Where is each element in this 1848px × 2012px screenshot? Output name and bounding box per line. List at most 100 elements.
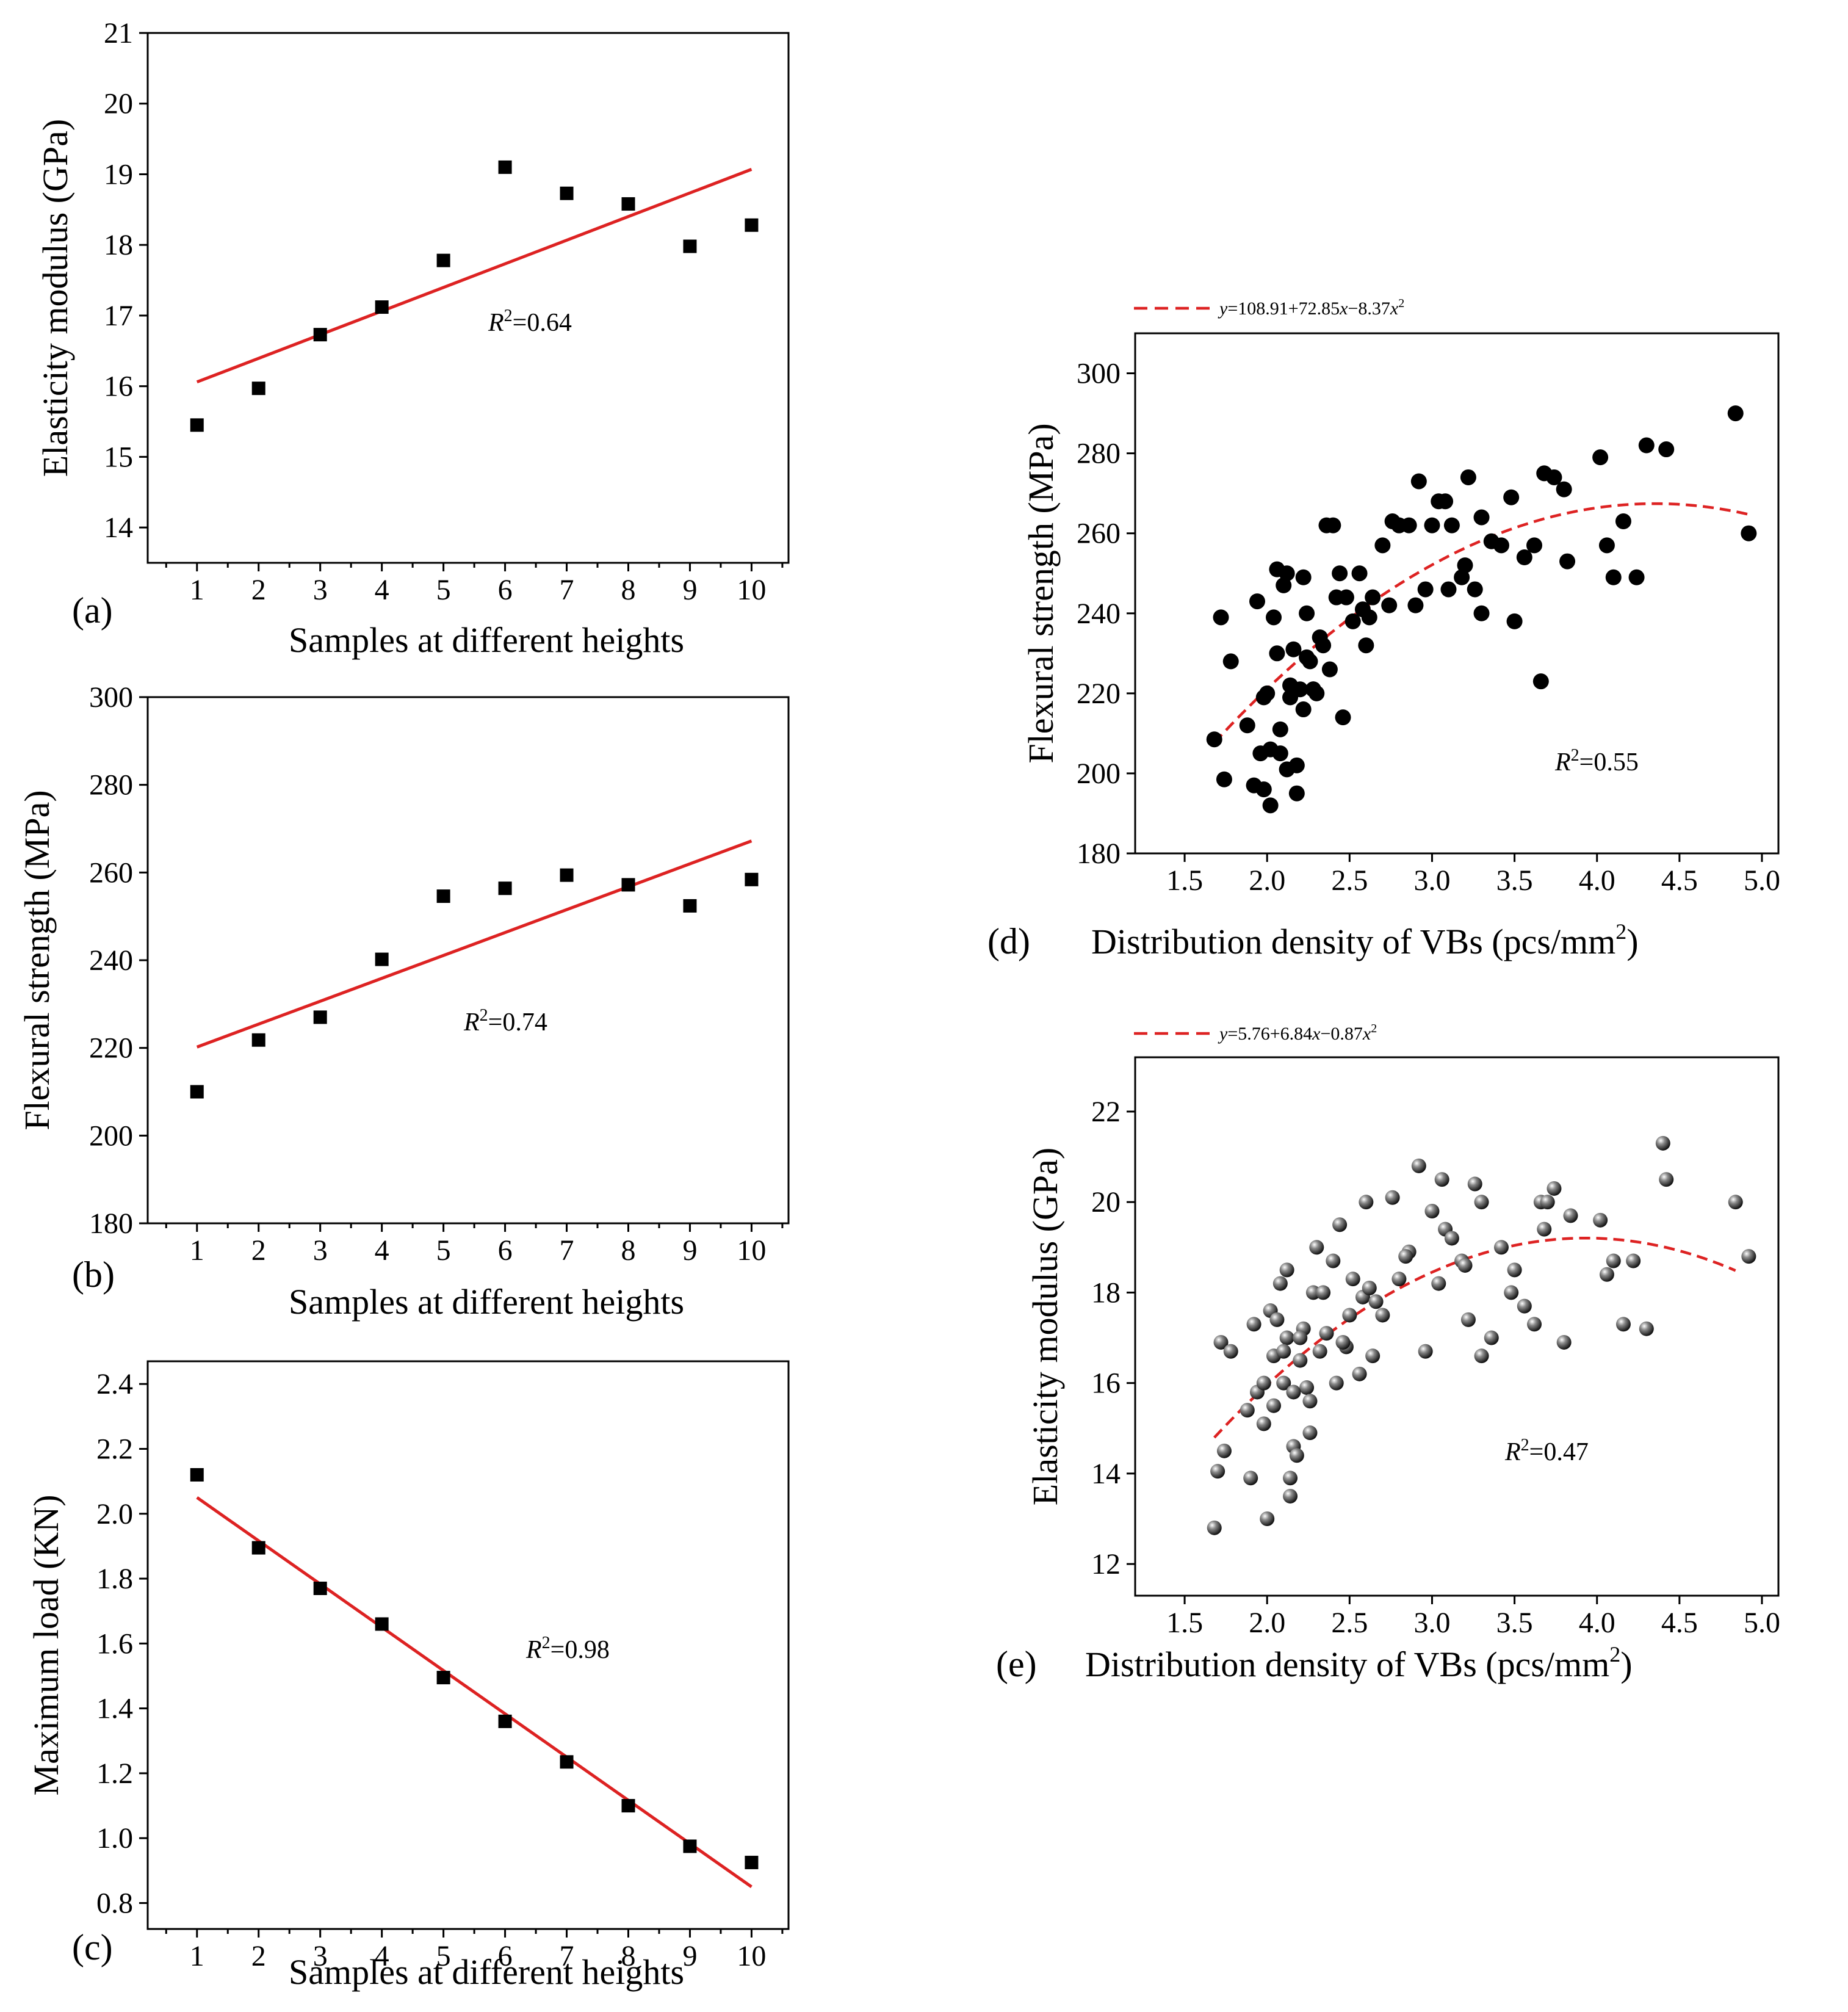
x-tick-label: 9: [682, 1940, 697, 1972]
data-point: [1605, 569, 1622, 585]
data-point: [1374, 537, 1391, 554]
data-point: [1467, 1176, 1482, 1192]
data-point: [498, 1714, 512, 1728]
data-point: [1316, 1285, 1331, 1300]
data-point: [1288, 785, 1305, 802]
data-point: [1467, 581, 1483, 598]
x-tick-label: 4.0: [1579, 1607, 1615, 1639]
y-tick-label: 20: [104, 88, 133, 120]
data-point: [1434, 1172, 1449, 1187]
data-point: [1222, 653, 1239, 670]
x-tick-label: 1: [190, 574, 204, 606]
panel-a: 1 2 3 4 5 6 7 8 9 10 14 15 16 17 18 19 20 21 Elasticity mo…: [35, 17, 790, 660]
data-point: [251, 1033, 265, 1047]
data-point: [1283, 1471, 1298, 1486]
data-point: [375, 1617, 389, 1631]
data-point: [1302, 1394, 1318, 1409]
y-tick-label: 300: [89, 681, 133, 714]
x-tick-label: 1: [190, 1940, 204, 1972]
y-tick-label: 16: [104, 371, 133, 403]
data-point: [621, 197, 635, 211]
data-point: [1249, 593, 1265, 610]
data-point: [1526, 537, 1543, 554]
data-point: [1473, 509, 1490, 526]
data-point: [1457, 557, 1473, 574]
data-point: [1288, 757, 1305, 773]
data-point: [1243, 1471, 1258, 1486]
y-axis-title: Flexural strength (MPa): [1021, 423, 1061, 763]
x-tick-label: 5: [436, 1234, 451, 1267]
data-point: [1615, 1317, 1631, 1332]
y-tick-label: 16: [1091, 1367, 1121, 1400]
fit-line: [196, 839, 753, 1049]
x-tick-label: 2: [251, 1940, 266, 1972]
panel-c: 1 2 3 4 5 6 7 8 9 10 0.8 1.0 1.2 1.4 1.6 1.8 2.0 2.2 2.4 Ma…: [26, 1360, 790, 1992]
data-point: [1598, 537, 1615, 554]
data-point: [1255, 781, 1272, 798]
x-tick-label: 8: [621, 574, 636, 606]
data-point: [1302, 1425, 1318, 1441]
y-tick-label: 14: [1091, 1458, 1121, 1490]
y-tick-label: 300: [1077, 358, 1121, 390]
data-point: [1329, 1375, 1344, 1391]
data-point: [313, 1010, 327, 1024]
y-tick-label: 2.4: [96, 1368, 133, 1400]
y-tick-label: 200: [1077, 758, 1121, 790]
x-tick-label: 1: [190, 1234, 204, 1267]
data-point: [1328, 589, 1344, 606]
data-point: [1599, 1267, 1614, 1282]
data-point: [1293, 1353, 1308, 1368]
data-point: [1615, 513, 1631, 530]
x-tick-label: 4: [375, 1234, 389, 1267]
x-tick-label: 7: [560, 1940, 574, 1972]
data-point: [1319, 1326, 1334, 1341]
x-tick-label: 3.5: [1496, 1607, 1533, 1639]
x-axis-title: Distribution density of VBs (pcs/mm2): [1091, 919, 1639, 961]
data-point: [1639, 1321, 1654, 1336]
y-tick-label: 240: [89, 944, 133, 977]
panel-d: 1.5 2.0 2.5 3.0 3.5 4.0 4.5 5.0 180 200 220 240 260 2…: [987, 297, 1780, 961]
y-tick-label: 21: [104, 17, 133, 49]
x-tick-label: 5: [436, 1940, 451, 1972]
data-point: [1375, 1308, 1390, 1323]
fit-line: [196, 168, 753, 384]
data-point: [1546, 469, 1562, 485]
data-point: [560, 186, 574, 200]
y-tick-label: 260: [1077, 518, 1121, 550]
r-squared-annotation: R2=0.74: [463, 1006, 547, 1037]
data-point: [1206, 731, 1222, 748]
data-point: [313, 1582, 327, 1595]
data-point: [1335, 1334, 1351, 1350]
data-point: [1213, 609, 1229, 626]
data-point: [1279, 565, 1295, 582]
x-tick-label: 2.0: [1249, 864, 1285, 897]
data-point: [1592, 449, 1609, 466]
y-tick-label: 1.4: [96, 1693, 133, 1725]
data-point: [1527, 1317, 1542, 1332]
y-tick-label: 2.0: [96, 1498, 133, 1530]
y-tick-label: 280: [1077, 438, 1121, 470]
data-point: [1326, 1253, 1341, 1268]
x-axis-title: Samples at different heights: [289, 1282, 684, 1322]
x-tick-label: 5.0: [1744, 1607, 1780, 1639]
y-tick-label: 14: [104, 512, 133, 544]
y-axis-title: Elasticity modulus (GPa): [35, 119, 75, 477]
data-point: [1260, 1511, 1275, 1526]
x-tick-label: 7: [560, 574, 574, 606]
data-point: [1351, 565, 1368, 582]
fit-curve: [1213, 502, 1749, 744]
x-tick-label: 3.0: [1413, 1607, 1450, 1639]
data-point: [1444, 1231, 1459, 1246]
y-tick-label: 19: [104, 158, 133, 190]
data-point: [1279, 1262, 1294, 1278]
data-point: [436, 1671, 450, 1685]
data-point: [1213, 1334, 1229, 1350]
plot-frame: [1134, 332, 1780, 855]
y-tick-label: 20: [1091, 1186, 1121, 1218]
data-point: [1493, 537, 1509, 554]
data-point: [1362, 1281, 1377, 1295]
legend-formula: y=5.76+6.84x−0.87x2: [1218, 1022, 1377, 1044]
data-point: [1532, 673, 1549, 690]
data-point: [1315, 637, 1332, 654]
data-point: [621, 1799, 635, 1813]
